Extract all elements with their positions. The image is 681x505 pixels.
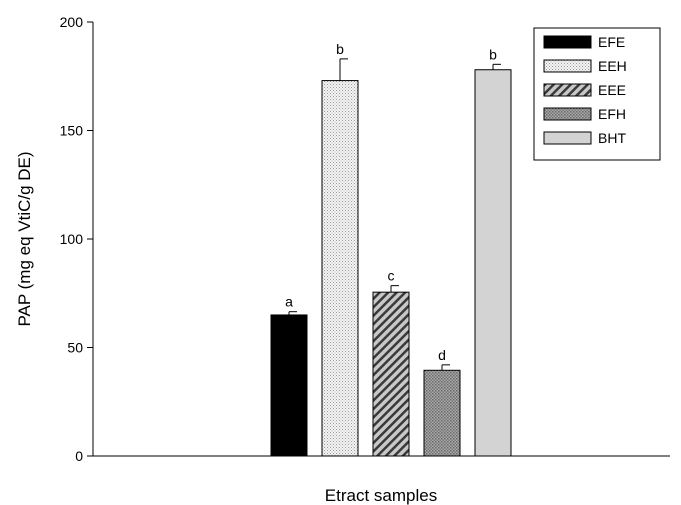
legend-label: EFE (598, 34, 625, 50)
y-tick-label: 200 (60, 14, 84, 30)
legend-label: BHT (598, 130, 626, 146)
legend-label: EEE (598, 82, 626, 98)
legend-swatch (543, 83, 592, 97)
bars: a b c d b (270, 41, 512, 457)
bar-eeh (321, 80, 359, 457)
legend: EFE EEH EEE EFH BHT (533, 27, 661, 161)
significance-letter: a (285, 294, 293, 310)
bar-efh (423, 369, 461, 457)
bar-bht (474, 69, 512, 457)
legend-swatch (543, 35, 592, 49)
legend-swatch (543, 131, 592, 145)
y-ticks: 0 50 100 150 200 (60, 14, 93, 464)
significance-letter: b (336, 41, 344, 57)
legend-label: EEH (598, 58, 627, 74)
legend-label: EFH (598, 106, 626, 122)
y-tick-label: 0 (75, 448, 83, 464)
significance-letter: c (388, 268, 395, 284)
y-tick-label: 150 (60, 123, 84, 139)
significance-letter: b (489, 46, 497, 62)
x-axis-label: Etract samples (325, 486, 437, 505)
legend-swatch (543, 107, 592, 121)
y-tick-label: 50 (67, 340, 83, 356)
bar-efe (270, 314, 308, 457)
significance-letter: d (438, 347, 446, 363)
y-tick-label: 100 (60, 231, 84, 247)
legend-swatch (543, 59, 592, 73)
bar-eee (372, 291, 410, 457)
y-axis-label: PAP (mg eq VtiC/g DE) (15, 151, 34, 326)
